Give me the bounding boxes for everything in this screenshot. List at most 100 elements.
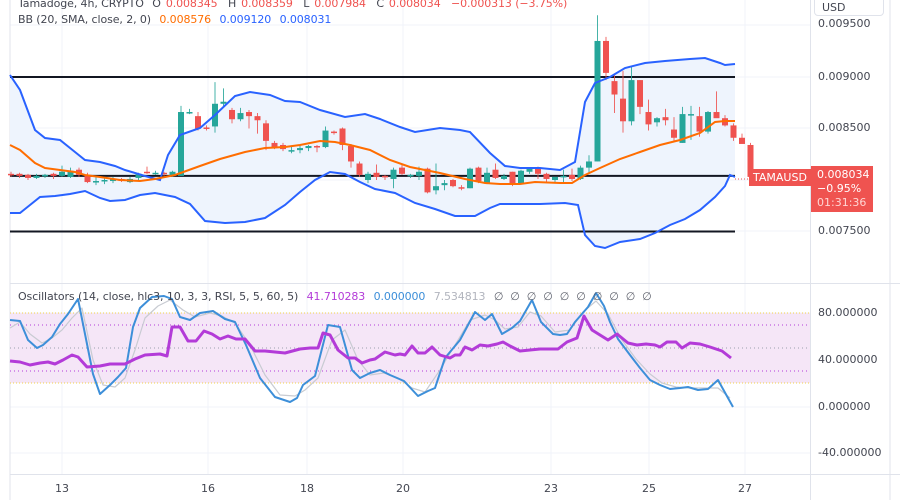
na-value: ∅ — [625, 290, 636, 303]
candle-body — [518, 170, 524, 185]
na-value: ∅ — [609, 290, 619, 303]
na-value: ∅ — [543, 290, 553, 303]
candle-body — [433, 186, 439, 191]
candle-body — [135, 173, 142, 178]
candle-body — [8, 173, 14, 176]
candle-body — [407, 174, 414, 177]
candle-body — [356, 163, 363, 175]
bar-countdown: 01:31:36 — [817, 196, 867, 209]
candle-body — [713, 112, 720, 119]
bb-upper-line — [9, 56, 736, 182]
candle-body — [195, 116, 201, 129]
candle-body — [50, 173, 57, 176]
candle-body — [254, 116, 261, 121]
osc-k-value: 0.000000 — [373, 290, 426, 303]
osc-tick: 40.000000 — [818, 353, 878, 366]
candle-body — [552, 176, 558, 180]
candle-body — [458, 187, 465, 189]
osc-stochastic-line — [9, 292, 734, 408]
candle-body — [577, 167, 584, 179]
candle-body — [25, 174, 31, 178]
candle-body — [645, 112, 652, 125]
time-tick: 23 — [544, 482, 558, 495]
candle-body — [688, 114, 694, 116]
candle-body — [484, 172, 490, 184]
bb-lower-line — [10, 170, 736, 250]
candle-body — [654, 118, 660, 123]
candle-body — [662, 117, 669, 121]
time-tick: 13 — [55, 482, 69, 495]
bollinger-fill — [10, 58, 735, 248]
symbol-tag: TAMAUSD — [749, 169, 811, 186]
time-tick: 27 — [738, 482, 752, 495]
candle-body — [390, 169, 397, 179]
candle-body — [169, 171, 176, 176]
candle-body — [620, 98, 626, 122]
oscillator-legend[interactable]: Oscillators (14, close, hlc3, 10, 3, 3, … — [18, 290, 659, 303]
candle-body — [220, 101, 227, 104]
na-value: ∅ — [592, 290, 603, 303]
candle-body — [161, 172, 167, 175]
price-tick: 0.008500 — [818, 121, 871, 134]
candle-body — [348, 146, 354, 162]
osc-tick: -40.000000 — [818, 446, 882, 459]
candle-body — [229, 109, 235, 120]
osc-signal-value: 7.534813 — [433, 290, 486, 303]
candle-body — [297, 148, 303, 151]
candle-body — [144, 171, 150, 174]
na-value: ∅ — [526, 290, 537, 303]
time-tick: 20 — [396, 482, 410, 495]
candle-body — [467, 168, 473, 189]
candle-body — [560, 175, 567, 178]
candle-body — [246, 112, 252, 117]
bollinger-legend[interactable]: BB (20, SMA, close, 2, 0) 0.008576 0.009… — [18, 13, 336, 26]
price-tick: 0.009500 — [818, 17, 871, 30]
candle-body — [586, 161, 592, 168]
candle-body — [671, 129, 677, 138]
candle-body — [526, 168, 533, 172]
osc-rsi-line — [9, 314, 732, 369]
ohlc-high: H 0.008359 — [227, 0, 293, 10]
candle-body — [569, 174, 575, 179]
candle-body — [271, 142, 278, 148]
candle-body — [178, 112, 184, 176]
candle-body — [424, 168, 431, 193]
candle-body — [705, 112, 711, 132]
currency-selector[interactable]: USD — [814, 0, 884, 16]
candle-body — [679, 114, 686, 143]
symbol-legend[interactable]: Tamadoge, 4h, CRYPTO O 0.008345 H 0.008359… — [18, 0, 572, 10]
ohlc-close: C 0.008034 — [376, 0, 441, 10]
candle-body — [84, 174, 91, 183]
candle-body — [416, 171, 422, 176]
candle-body — [739, 137, 745, 144]
candle-body — [492, 169, 499, 178]
price-tick: 0.009000 — [818, 70, 871, 83]
price-tick: 0.007500 — [818, 224, 871, 237]
price-change: −0.000313 (−3.75%) — [451, 0, 568, 10]
na-value: ∅ — [493, 290, 504, 303]
candle-body — [322, 130, 329, 148]
candle-body — [186, 112, 193, 114]
candle-body — [594, 40, 601, 162]
candle-body — [101, 180, 108, 182]
bb-basis-value: 0.008576 — [159, 13, 212, 26]
candle-body — [441, 183, 448, 186]
candle-body — [543, 173, 550, 179]
candle-body — [399, 167, 405, 174]
candle-body — [203, 127, 210, 129]
time-tick: 18 — [300, 482, 314, 495]
candle-body — [263, 123, 269, 141]
bb-basis-line — [9, 120, 735, 185]
candle-body — [42, 174, 48, 177]
candle-body — [93, 181, 99, 183]
ohlc-open: O 0.008345 — [152, 0, 218, 10]
time-tick: 16 — [201, 482, 215, 495]
candle-body — [628, 80, 635, 122]
candle-body — [611, 81, 618, 95]
candle-body — [637, 80, 643, 107]
bb-upper-value: 0.009120 — [219, 13, 272, 26]
candle-body — [237, 113, 244, 120]
candle-body — [305, 146, 312, 149]
osc-tick: 0.000000 — [818, 400, 871, 413]
